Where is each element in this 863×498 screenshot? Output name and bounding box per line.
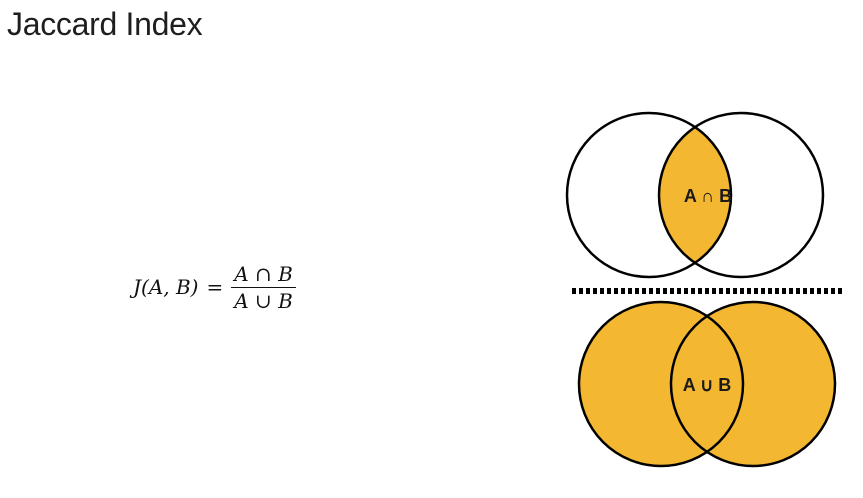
set-a-circle-bottom [577, 300, 745, 468]
fraction-bar [231, 286, 296, 288]
set-b-circle-bottom [669, 300, 837, 468]
intersection-label: A ∩ B [684, 186, 732, 206]
set-a-circle-top [565, 111, 733, 279]
union-venn: A ∪ B [577, 300, 837, 468]
page-title: Jaccard Index [7, 6, 203, 42]
formula-fraction: A ∩ B A ∪ B [231, 261, 296, 314]
formula-numerator: A ∩ B [234, 261, 293, 286]
formula-equals: = [206, 275, 224, 299]
union-fill-b [671, 302, 835, 466]
intersection-lens [659, 113, 731, 277]
formula-lhs: J(A, B) [133, 275, 199, 299]
set-b-circle-top [657, 111, 825, 279]
jaccard-formula: J(A, B) = A ∩ B A ∪ B [133, 256, 296, 318]
formula-denominator: A ∪ B [234, 288, 293, 313]
intersection-venn: A ∩ B [565, 111, 825, 279]
union-label: A ∪ B [683, 375, 732, 395]
